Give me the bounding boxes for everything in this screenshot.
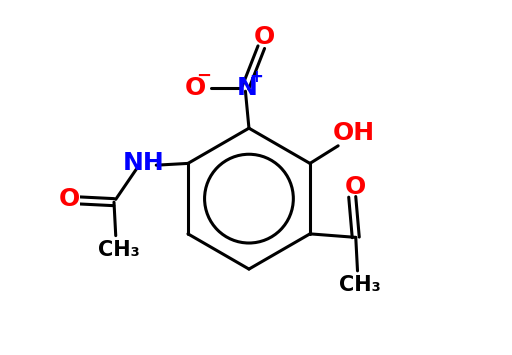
Text: O: O	[254, 25, 275, 49]
Text: N: N	[237, 76, 258, 100]
Text: +: +	[249, 68, 263, 86]
Text: O: O	[184, 76, 206, 100]
Text: CH₃: CH₃	[98, 240, 140, 260]
Text: NH: NH	[123, 152, 165, 175]
Text: CH₃: CH₃	[339, 275, 381, 295]
Text: OH: OH	[333, 121, 375, 146]
Text: −: −	[196, 67, 211, 86]
Text: O: O	[58, 187, 79, 211]
Text: O: O	[345, 175, 367, 199]
